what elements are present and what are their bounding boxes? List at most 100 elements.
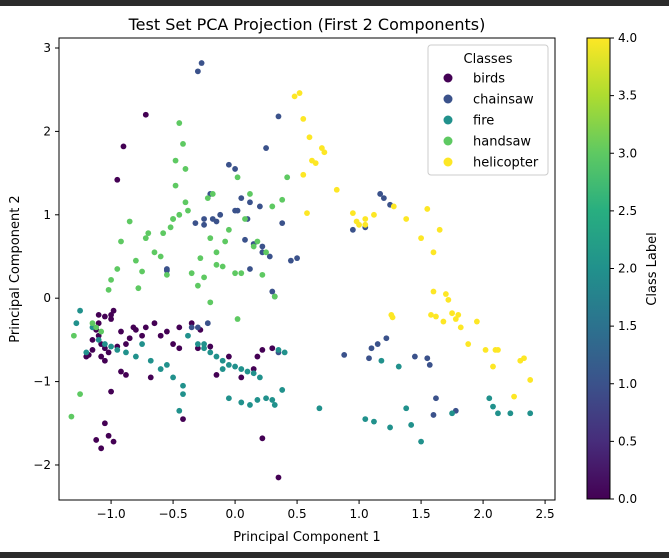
point-handsaw [225,226,232,233]
legend-marker-chainsaw [443,94,453,104]
point-chainsaw [259,243,266,250]
point-chainsaw [424,355,431,362]
point-chainsaw [287,257,294,264]
point-handsaw [151,249,158,256]
point-chainsaw [377,191,384,197]
point-birds [98,445,105,452]
point-chainsaw [242,236,248,243]
point-chainsaw [194,68,201,75]
point-fire [201,341,207,347]
y-tick-label: −2 [33,458,51,472]
point-birds [176,345,183,352]
point-fire [486,395,493,402]
point-handsaw [182,166,189,172]
colorbar-tick-label: 3.0 [618,146,637,160]
point-handsaw [172,157,179,164]
point-fire [139,341,145,347]
point-helicopter [424,206,431,212]
legend-label-birds: birds [473,72,505,87]
point-fire [281,349,288,356]
point-handsaw [132,257,139,264]
point-handsaw [242,216,248,222]
y-tick-label: 0 [43,291,51,305]
window-top-border [0,0,669,6]
colorbar-tick-label: 2.0 [618,262,637,276]
colorbar-tick-label: 1.5 [618,319,637,333]
point-chainsaw [198,60,205,66]
point-fire [238,399,245,406]
point-fire [490,403,496,410]
point-birds [101,420,108,427]
x-axis-label: Principal Component 1 [233,530,380,545]
point-fire [316,405,323,412]
point-fire [213,353,220,360]
legend-title: Classes [464,52,513,67]
point-fire [244,368,251,375]
point-birds [95,311,102,318]
point-chainsaw [269,288,276,295]
legend-label-chainsaw: chainsaw [473,93,534,108]
point-fire [263,395,269,402]
point-fire [163,362,170,368]
point-chainsaw [217,211,224,218]
point-birds [118,328,124,335]
chart-title: Test Set PCA Projection (First 2 Compone… [128,15,486,34]
point-handsaw [157,253,164,260]
point-fire [201,345,207,352]
point-handsaw [250,243,257,250]
point-fire [180,382,186,389]
point-handsaw [213,261,220,268]
point-handsaw [238,270,245,277]
point-birds [259,346,266,353]
legend-label-handsaw: handsaw [473,135,531,150]
point-birds [101,313,108,320]
x-tick-label: 1.5 [412,507,431,521]
point-chainsaw [263,145,269,151]
point-helicopter [353,218,360,225]
point-chainsaw [366,355,372,362]
point-birds [101,357,108,364]
point-helicopter [445,296,452,303]
point-fire [225,362,232,368]
point-chainsaw [201,221,207,228]
x-tick-label: 0.5 [288,507,307,521]
point-handsaw [213,249,220,256]
point-birds [110,307,117,314]
window-bottom-border [0,552,669,558]
point-chainsaw [192,220,199,227]
point-chainsaw [225,161,232,168]
point-fire [362,416,369,423]
point-handsaw [188,270,195,277]
point-handsaw [232,270,238,277]
colorbar-gradient [586,37,611,500]
point-fire [83,349,90,356]
point-fire [403,405,410,412]
point-helicopter [390,203,397,210]
point-birds [225,353,232,360]
point-fire [449,410,455,417]
point-helicopter [371,211,377,218]
point-helicopter [333,186,340,193]
point-handsaw [263,249,269,256]
point-fire [225,395,232,402]
point-handsaw [70,332,77,339]
point-handsaw [185,207,191,214]
point-helicopter [389,314,396,321]
point-birds [123,341,129,347]
point-chainsaw [234,207,241,214]
point-birds [123,372,129,378]
point-handsaw [77,391,83,397]
point-fire [271,402,278,408]
y-tick-label: −1 [33,375,51,389]
point-chainsaw [201,216,207,222]
point-chainsaw [368,345,375,352]
point-helicopter [436,226,443,233]
point-fire [275,346,282,353]
point-chainsaw [349,226,356,233]
point-fire [180,391,186,397]
point-birds [157,332,164,339]
point-helicopter [296,90,303,96]
point-fire [132,353,139,360]
y-axis-ticks: −2 −1 0 1 2 3 [33,41,59,472]
point-fire [507,410,514,417]
